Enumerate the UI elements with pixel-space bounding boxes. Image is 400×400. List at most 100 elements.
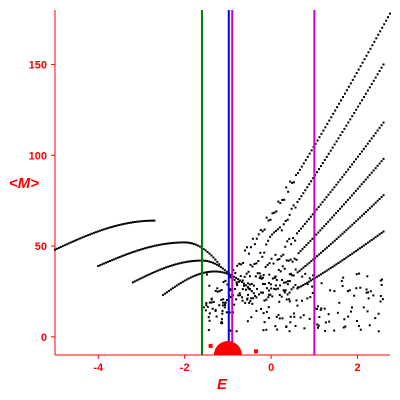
data-point (221, 312, 224, 315)
data-point (257, 233, 260, 236)
data-point (302, 314, 305, 317)
data-point (339, 234, 342, 237)
data-point (310, 180, 313, 183)
data-point (190, 242, 193, 245)
data-point (130, 221, 133, 224)
data-point (341, 96, 344, 99)
data-point (205, 271, 208, 274)
data-point (345, 89, 348, 92)
data-point (295, 299, 298, 302)
data-point (333, 143, 336, 146)
data-point (341, 205, 344, 208)
data-point (215, 263, 218, 266)
data-point (266, 263, 269, 266)
data-point (252, 292, 255, 295)
data-point (65, 243, 68, 246)
data-point (340, 99, 343, 102)
data-point (55, 247, 58, 250)
data-point (275, 315, 278, 318)
data-point (221, 267, 224, 270)
data-point (233, 275, 236, 278)
data-point (288, 273, 291, 276)
data-point (359, 102, 362, 105)
data-point (244, 288, 247, 291)
data-point (260, 291, 263, 294)
data-point (364, 92, 367, 95)
data-point (196, 259, 199, 262)
data-point (147, 246, 150, 249)
data-point (323, 158, 326, 161)
data-point (297, 252, 300, 255)
data-point (126, 253, 129, 256)
data-point (269, 283, 272, 286)
data-point (300, 268, 303, 271)
data-point (298, 286, 301, 289)
data-point (147, 219, 150, 222)
data-point (342, 276, 345, 279)
data-point (271, 233, 274, 236)
data-point (157, 269, 160, 272)
data-point (229, 329, 232, 332)
data-point (244, 284, 247, 287)
data-point (104, 227, 107, 230)
data-point (345, 124, 348, 127)
large-marker (213, 341, 242, 355)
data-point (381, 26, 384, 29)
data-point (143, 219, 146, 222)
data-point (57, 246, 60, 249)
data-point (362, 147, 365, 150)
data-point (106, 260, 109, 263)
data-point (262, 282, 265, 285)
data-point (320, 282, 323, 285)
data-point (294, 268, 297, 271)
data-point (323, 225, 326, 228)
data-point (222, 281, 225, 284)
data-point (249, 300, 252, 303)
data-point (299, 316, 302, 319)
data-point (280, 229, 283, 232)
data-point (323, 248, 326, 251)
data-point (336, 106, 339, 109)
y-axis-label: <M> (9, 175, 39, 192)
data-point (83, 235, 86, 238)
data-point (314, 142, 317, 145)
data-point (359, 286, 362, 289)
highlight-markers (208, 341, 258, 355)
data-point (225, 272, 228, 275)
data-point (183, 279, 186, 282)
data-point (63, 244, 66, 247)
data-point (293, 315, 296, 318)
data-point (151, 271, 154, 274)
data-point (112, 225, 115, 228)
data-point (265, 287, 268, 290)
data-point (373, 40, 376, 43)
data-point (238, 292, 241, 295)
data-point (325, 155, 328, 158)
data-point (319, 273, 322, 276)
data-point (128, 252, 131, 255)
data-point (245, 272, 248, 275)
data-point (116, 256, 119, 259)
data-point (347, 168, 350, 171)
data-point (274, 325, 277, 328)
data-point (382, 121, 385, 124)
x-tick-label: -4 (93, 362, 104, 374)
data-point (372, 79, 375, 82)
data-point (269, 293, 272, 296)
data-point (224, 279, 227, 282)
data-point (329, 191, 332, 194)
data-point (377, 330, 380, 333)
data-point (355, 108, 358, 111)
data-point (271, 295, 274, 298)
data-point (240, 281, 243, 284)
data-point (222, 298, 225, 301)
data-point (364, 178, 367, 181)
data-point (241, 299, 244, 302)
data-point (146, 246, 149, 249)
data-point (292, 237, 295, 240)
data-point (243, 284, 246, 287)
data-point (96, 230, 99, 233)
data-point (307, 241, 310, 244)
data-point (296, 287, 299, 290)
data-point (171, 287, 174, 290)
